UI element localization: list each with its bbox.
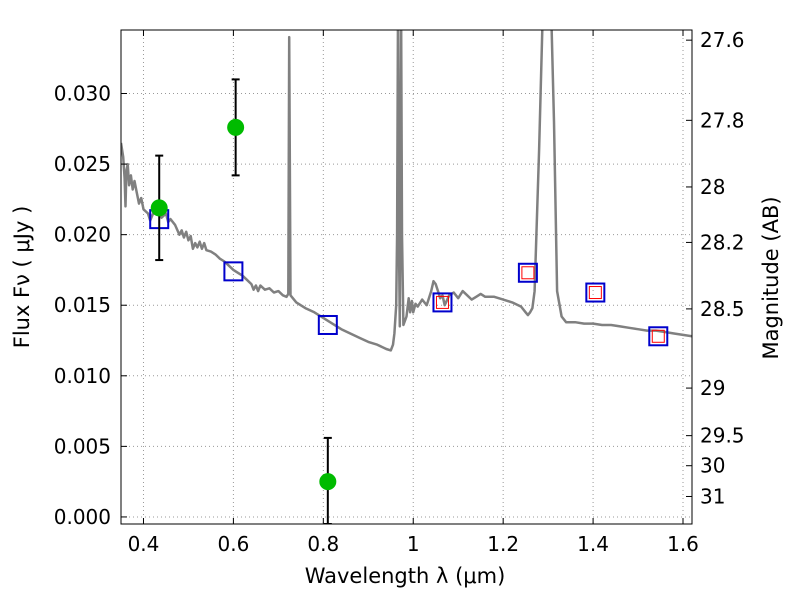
axis-ticks: 0.4 0.6 0.8 1 1.2 1.4 1.6 0.000 0.005 0.010 0.015 0… [54,28,745,556]
model-flux-inner-square [521,266,535,280]
observed-flux-point [227,118,245,136]
model-flux-inner-square [435,295,449,309]
right-tick-label: 27.8 [700,108,745,132]
model-flux-inner-square [588,286,602,300]
right-tick-label: 30 [700,454,725,478]
observed-flux-point [319,473,337,491]
plot-frame [120,29,693,525]
x-tick-label: 0.8 [307,532,339,556]
observed-flux-point [150,199,168,217]
plot-data [121,30,692,524]
right-tick-label: 28.5 [700,297,745,321]
y-tick-label: 0.000 [54,505,111,529]
x-tick-label: 1.6 [667,532,699,556]
right-tick-label: 29.5 [700,424,745,448]
model-flux-inner-square [651,329,665,343]
model-flux-square [648,326,669,347]
x-tick-label: 0.4 [128,532,160,556]
template-spectrum-line [121,30,692,352]
right-axis-label: Magnitude (AB) [759,196,783,359]
model-flux-square [223,261,244,282]
model-flux-square [585,282,606,303]
x-tick-label: 1.2 [487,532,519,556]
model-flux-square [517,262,538,283]
right-tick-label: 28 [700,175,725,199]
y-tick-label: 0.015 [54,293,111,317]
y-tick-label: 0.010 [54,364,111,388]
right-tick-label: 27.6 [700,28,745,52]
y-tick-label: 0.005 [54,434,111,458]
y-axis-label: Flux Fν ( μJy ) [10,206,34,349]
right-tick-label: 28.2 [700,230,745,254]
x-tick-label: 1.4 [577,532,609,556]
right-tick-label: 29 [700,376,725,400]
y-tick-label: 0.025 [54,152,111,176]
x-axis-label: Wavelength λ (μm) [305,564,506,588]
x-tick-label: 0.6 [217,532,249,556]
x-tick-label: 1 [407,532,420,556]
model-flux-square [317,314,338,335]
model-flux-square [432,292,453,313]
right-tick-label: 31 [700,484,725,508]
y-tick-label: 0.020 [54,223,111,247]
y-tick-label: 0.030 [54,82,111,106]
